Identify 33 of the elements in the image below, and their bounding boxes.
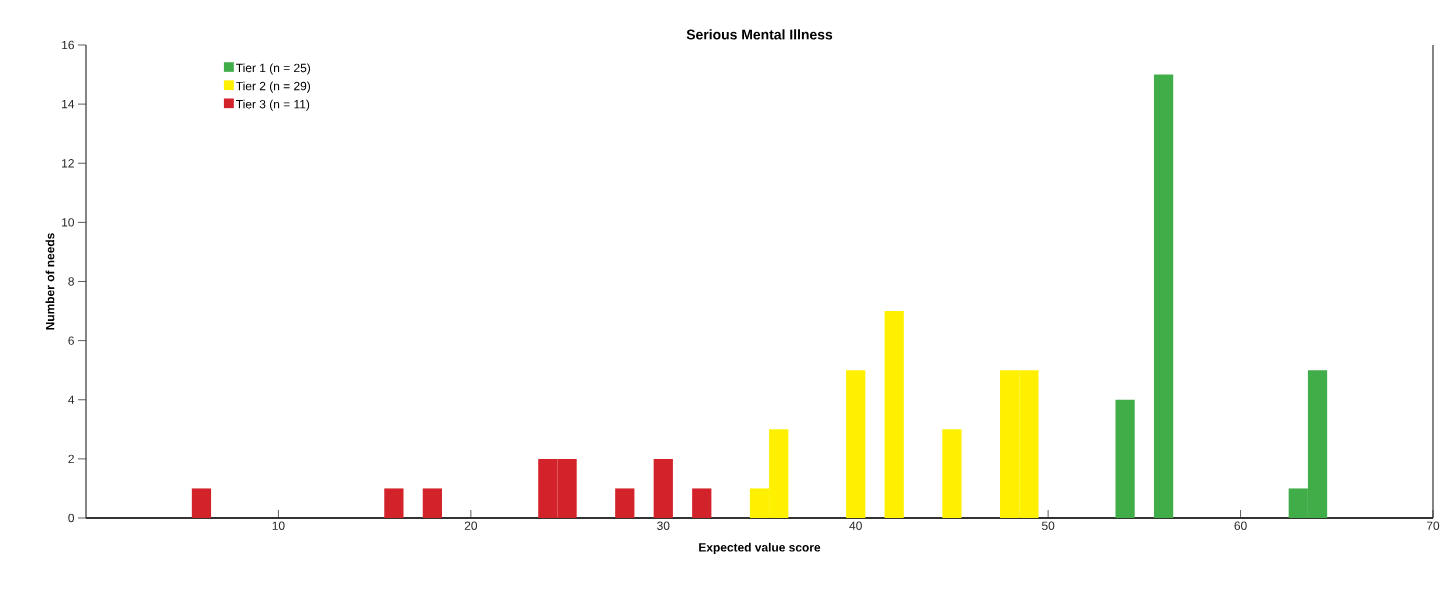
bar: [884, 311, 904, 518]
y-tick-label: 2: [68, 454, 74, 464]
legend-label: Tier 2 (n = 29): [236, 81, 311, 93]
bar: [191, 488, 212, 518]
y-tick-label: 8: [68, 277, 74, 286]
legend-label: Tier 1 (n = 25): [236, 63, 311, 75]
chart-title: Serious Mental Illness: [686, 29, 833, 40]
bar: [422, 488, 442, 518]
x-tick-label: 10: [272, 521, 285, 530]
bar: [384, 488, 404, 518]
bar: [692, 488, 712, 518]
x-tick-label: 30: [657, 521, 670, 530]
x-axis-title: Expected value score: [699, 542, 821, 554]
y-tick-label: 16: [62, 40, 74, 50]
y-axis-title: Number of needs: [45, 233, 55, 330]
bar: [615, 488, 635, 518]
y-tick-label: 10: [62, 218, 75, 227]
y-tick-label: 14: [62, 100, 75, 109]
bar: [1153, 74, 1174, 518]
legend-label: Tier 3 (n = 11): [236, 99, 310, 111]
x-tick-label: 60: [1234, 521, 1247, 530]
bar: [942, 429, 962, 518]
bar: [653, 458, 673, 518]
bar: [1115, 399, 1135, 518]
y-tick-label: 0: [68, 513, 75, 523]
x-tick-label: 20: [464, 521, 478, 530]
x-tick-label: 50: [1041, 521, 1055, 530]
x-tick-label: 40: [849, 521, 862, 530]
bar: [846, 370, 866, 518]
y-tick-label: 4: [68, 395, 75, 404]
x-tick-label: 70: [1426, 521, 1440, 530]
y-tick-label: 12: [62, 159, 74, 168]
y-tick-label: 6: [68, 336, 74, 345]
